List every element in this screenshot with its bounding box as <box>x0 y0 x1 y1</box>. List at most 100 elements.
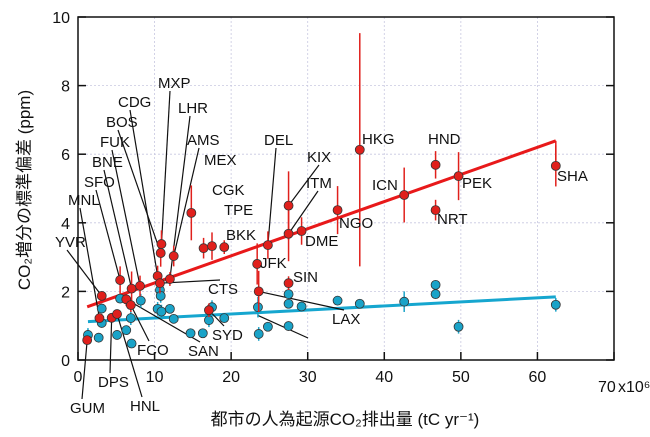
point-label: NGO <box>339 215 373 232</box>
blue-data-point <box>219 313 230 324</box>
leader-line <box>103 169 133 289</box>
blue-data-point <box>135 295 146 306</box>
plot-frame <box>77 16 615 361</box>
leader-line <box>95 189 121 281</box>
leader-line <box>129 109 159 277</box>
point-label: SIN <box>293 269 318 286</box>
leader-line <box>81 340 88 400</box>
blue-data-point <box>155 290 166 301</box>
blue-data-point <box>93 332 104 343</box>
point-label: HND <box>428 131 461 148</box>
point-label: YVR <box>55 234 86 251</box>
x-axis-label: 都市の人為起源CO₂排出量 (tC yr⁻¹) <box>211 410 480 429</box>
point-label: TPE <box>224 202 253 219</box>
x-tick-label: 30 <box>299 369 317 386</box>
point-label: MEX <box>204 152 237 169</box>
y-tick-label: 2 <box>61 284 70 301</box>
y-tick-label: 10 <box>52 10 70 27</box>
blue-data-point <box>283 298 294 309</box>
point-label: MNL <box>68 192 100 209</box>
leader-line <box>258 290 345 311</box>
blue-data-point <box>197 328 208 339</box>
point-label: CDG <box>118 94 151 111</box>
point-label: GUM <box>70 400 105 417</box>
blue-data-point <box>168 313 179 324</box>
leader-line <box>117 129 162 254</box>
red-data-point <box>164 274 175 284</box>
point-label: DPS <box>98 374 129 391</box>
blue-data-point <box>121 325 132 336</box>
red-data-point <box>354 144 365 155</box>
point-label: BKK <box>226 227 256 244</box>
red-data-point <box>126 283 137 294</box>
leader-line <box>111 149 141 287</box>
x-tick-label: 0 <box>74 369 83 386</box>
point-label: CGK <box>212 182 245 199</box>
blue-data-point <box>283 289 294 300</box>
x-tick-label: 20 <box>222 369 240 386</box>
point-label: FUK <box>100 134 130 151</box>
blue-data-point <box>112 330 122 340</box>
point-label: BNE <box>92 154 123 171</box>
red-data-point <box>115 275 126 285</box>
red-data-point <box>430 205 441 216</box>
red-data-point <box>198 243 209 254</box>
red-data-point <box>112 309 122 319</box>
blue-data-point <box>430 279 441 290</box>
leader-line <box>79 207 101 319</box>
point-label: JFK <box>260 255 287 272</box>
red-data-point <box>262 240 273 250</box>
red-data-point <box>125 300 136 311</box>
point-label: LHR <box>178 100 208 117</box>
red-data-point <box>155 248 166 258</box>
x-tick-label: 50 <box>452 369 470 386</box>
point-label: KIX <box>307 149 331 166</box>
red-data-point <box>252 259 263 269</box>
blue-data-point <box>296 301 307 312</box>
blue-data-point <box>126 338 137 349</box>
red-data-point <box>186 207 197 218</box>
red-data-point <box>155 278 165 289</box>
red-data-point <box>283 228 294 239</box>
leader-line <box>66 249 103 297</box>
blue-data-point <box>354 298 365 309</box>
blue-data-point <box>453 321 464 332</box>
leader-line <box>257 314 309 339</box>
red-data-point <box>430 159 441 170</box>
blue-data-point <box>253 329 264 339</box>
leader-line <box>130 304 150 342</box>
point-label: MXP <box>158 75 191 92</box>
red-data-point <box>219 242 230 253</box>
blue-data-point <box>125 313 136 324</box>
blue-data-point <box>253 302 263 313</box>
point-label: SFO <box>84 174 115 191</box>
leader-line <box>288 164 320 207</box>
red-data-point <box>135 281 145 291</box>
x-tick-label: 40 <box>375 369 393 386</box>
red-data-point <box>296 226 307 236</box>
fit-line <box>87 295 556 324</box>
point-label: ITM <box>306 175 332 192</box>
leader-line <box>109 317 113 374</box>
x-scale-note: x10⁶ <box>618 379 650 396</box>
red-data-point <box>96 290 107 301</box>
point-label: FCO <box>137 342 169 359</box>
x-tick-label: 10 <box>146 369 164 386</box>
point-label: SAN <box>188 343 219 360</box>
blue-data-point <box>185 328 196 339</box>
leader-line <box>116 313 143 398</box>
y-tick-label: 8 <box>61 79 70 96</box>
leader-line <box>288 190 319 235</box>
blue-data-point <box>430 289 441 300</box>
point-label: LAX <box>332 311 360 328</box>
point-label: DME <box>305 233 338 250</box>
red-data-point <box>283 200 294 211</box>
blue-data-point <box>399 296 410 307</box>
red-data-point <box>283 278 294 289</box>
point-label: BOS <box>106 114 138 131</box>
point-label: SHA <box>557 168 588 185</box>
leader-line <box>173 147 200 257</box>
blue-data-point <box>332 295 343 306</box>
